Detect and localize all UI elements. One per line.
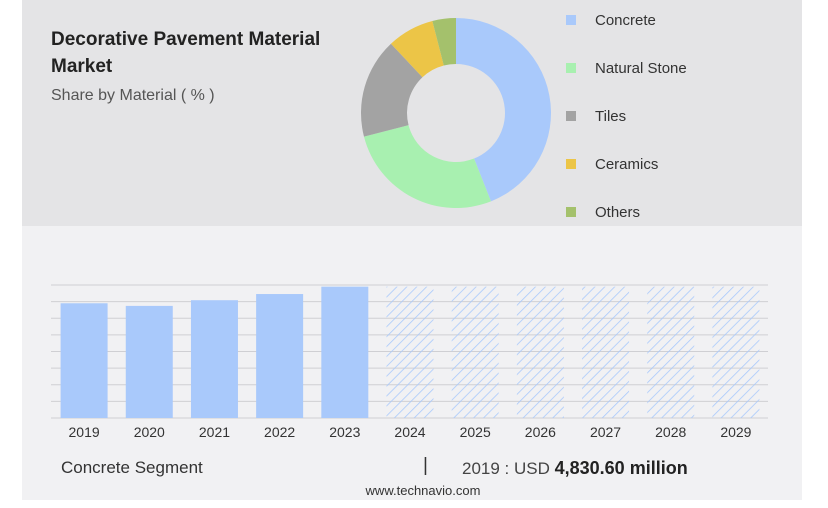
segment-label: Concrete Segment <box>61 458 203 477</box>
bar-2021 <box>190 300 238 418</box>
forecast-bar-2025 <box>451 286 499 418</box>
forecast-bar-2024 <box>386 286 434 418</box>
segment-value: 4,830.60 million <box>554 458 688 478</box>
donut-slice-others <box>432 18 456 66</box>
bar-2023 <box>321 286 369 418</box>
legend-item-others: Others <box>566 202 766 222</box>
legend-label-natural-stone: Natural Stone <box>595 59 687 77</box>
legend-swatch-concrete <box>566 15 576 25</box>
legend-swatch-ceramics <box>566 159 576 169</box>
bar-2020 <box>125 305 173 418</box>
legend-label-ceramics: Ceramics <box>595 155 659 173</box>
legend-item-ceramics: Ceramics <box>566 154 766 174</box>
forecast-bar-2029 <box>712 286 760 418</box>
donut-slice-natural-stone <box>363 125 491 209</box>
x-tick-label-2021: 2021 <box>199 424 230 440</box>
forecast-bar-2027 <box>582 286 630 418</box>
legend-label-others: Others <box>595 203 641 221</box>
legend-item-concrete: Concrete <box>566 10 766 30</box>
x-tick-label-2023: 2023 <box>329 424 360 440</box>
chart-title: Decorative Pavement Material Market <box>51 29 321 77</box>
concrete-segment-bar-chart: 2019 2020 2021 2022 2023 2024 2025 2026 2027 2028… <box>51 284 768 440</box>
legend-label-tiles: Tiles <box>595 107 627 125</box>
chart-subtitle: Share by Material ( % ) <box>51 87 215 104</box>
bar-2022 <box>256 294 304 418</box>
x-tick-label-2026: 2026 <box>525 424 556 440</box>
donut-slice-concrete <box>456 18 552 202</box>
forecast-bar-2026 <box>516 286 564 418</box>
source-url: www.technavio.com <box>365 483 481 498</box>
x-tick-label-2028: 2028 <box>655 424 686 440</box>
segment-value-readout: 2019 : USD 4,830.60 million <box>462 458 688 479</box>
x-tick-label-2022: 2022 <box>264 424 295 440</box>
bar-2019 <box>60 303 108 418</box>
legend-item-tiles: Tiles <box>566 106 766 126</box>
donut-slice-ceramics <box>390 20 444 78</box>
x-tick-label-2019: 2019 <box>69 424 100 440</box>
donut-slice-tiles <box>361 43 423 137</box>
material-share-donut <box>361 18 552 209</box>
x-tick-label-2027: 2027 <box>590 424 621 440</box>
x-tick-label-2025: 2025 <box>460 424 491 440</box>
legend-swatch-natural-stone <box>566 63 576 73</box>
legend-swatch-tiles <box>566 111 576 121</box>
legend-label-concrete: Concrete <box>595 11 656 29</box>
legend-swatch-others <box>566 207 576 217</box>
footer-divider: | <box>423 455 428 476</box>
legend-item-natural-stone: Natural Stone <box>566 58 766 78</box>
x-tick-label-2020: 2020 <box>134 424 165 440</box>
x-tick-label-2029: 2029 <box>720 424 751 440</box>
forecast-bar-2028 <box>647 286 695 418</box>
segment-year-prefix: 2019 : USD <box>462 459 550 478</box>
x-tick-label-2024: 2024 <box>394 424 425 440</box>
